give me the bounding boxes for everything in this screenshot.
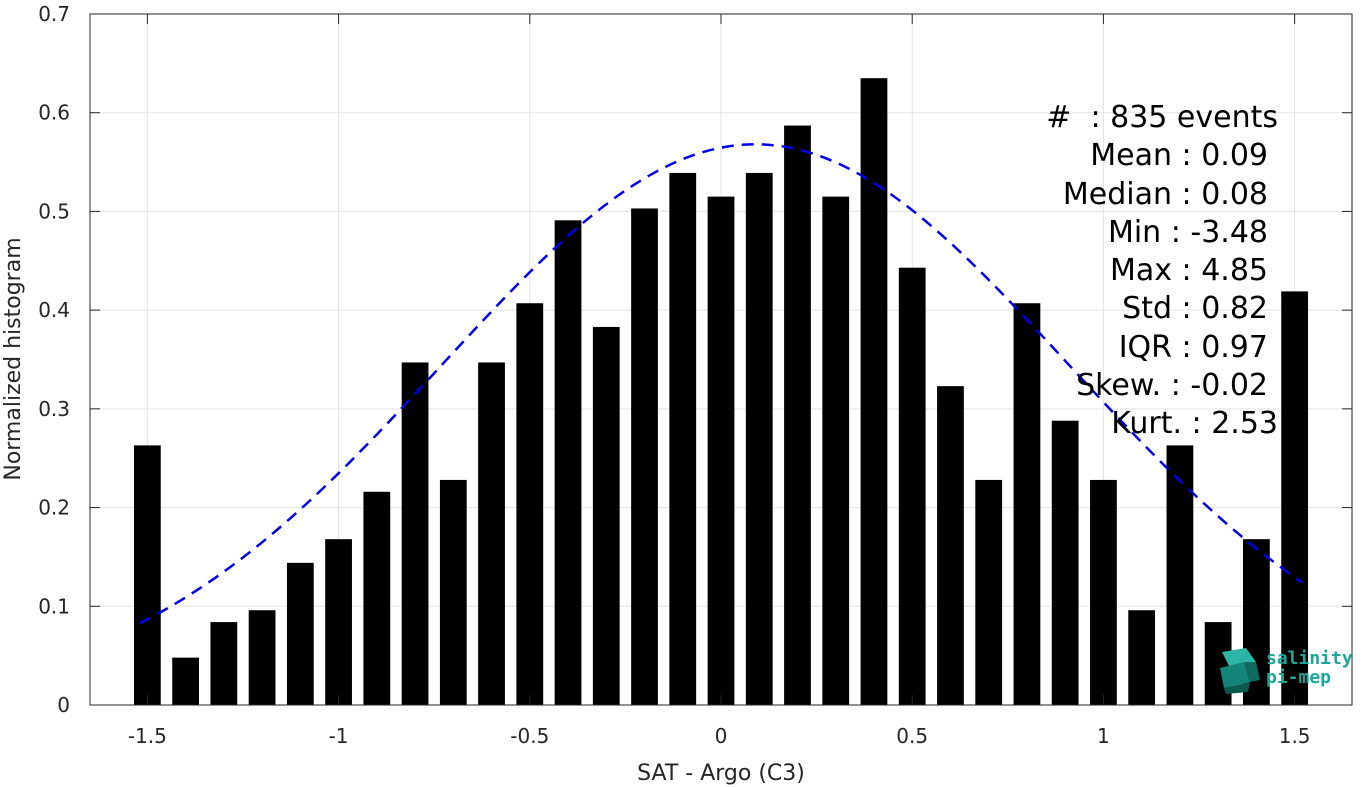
stat-row-8: Kurt. : 2.53	[1111, 406, 1278, 442]
stat-row-0: # : 835 events	[1046, 100, 1278, 135]
y-tick-label-4: 0.4	[38, 298, 70, 322]
bar-13	[631, 208, 658, 705]
x-tick-label-3: 0	[715, 724, 728, 748]
bar-11	[554, 220, 582, 705]
bar-21	[937, 386, 964, 705]
bar-27	[1166, 445, 1194, 705]
stat-row-4: Max : 4.85	[1110, 253, 1268, 289]
bar-18	[822, 196, 850, 705]
salinity-pimep-logo: salinity pi-mep	[1216, 648, 1353, 694]
x-tick-label-1: -1	[329, 724, 349, 748]
bar-22	[975, 479, 1003, 705]
x-axis-label: SAT - Argo (C3)	[637, 761, 805, 786]
bar-26	[1128, 610, 1156, 705]
axis-ticks: -1.5 -1 -0.5 0 0.5 1 1.5 0 0.1 0.2 0.3 0.4 0.5 0.6 0.7	[38, 2, 1352, 748]
x-tick-label-0: -1.5	[128, 724, 167, 748]
histogram-bars	[133, 78, 1309, 706]
bar-15	[707, 196, 735, 705]
bar-14	[669, 172, 697, 705]
bar-10	[516, 303, 544, 705]
stat-row-1: Mean : 0.09	[1090, 138, 1268, 174]
stat-row-5: Std : 0.82	[1122, 291, 1268, 327]
bar-1	[172, 657, 199, 705]
x-tick-label-6: 1.5	[1279, 724, 1311, 748]
bar-24	[1051, 420, 1079, 705]
logo-text-line1: salinity	[1266, 648, 1353, 669]
bar-8	[439, 479, 467, 705]
bar-17	[784, 125, 811, 706]
y-tick-label-6: 0.6	[38, 101, 70, 125]
bar-9	[478, 362, 505, 705]
y-tick-label-7: 0.7	[38, 2, 70, 26]
bar-16	[745, 172, 773, 705]
y-tick-label-2: 0.2	[38, 496, 70, 520]
stat-row-6: IQR : 0.97	[1118, 329, 1268, 365]
bar-3	[248, 610, 276, 705]
stat-row-7: Skew. : -0.02	[1076, 368, 1268, 404]
statistics-box: # : 835 events Mean : 0.09 Median : 0.08 Mi…	[1000, 99, 1278, 444]
bar-30	[1281, 291, 1309, 705]
bar-2	[210, 622, 238, 705]
bar-25	[1090, 479, 1117, 705]
y-axis-label: Normalized histogram	[1, 237, 26, 480]
x-tick-label-4: 0.5	[896, 724, 928, 748]
bar-0	[133, 445, 161, 705]
x-tick-label-2: -0.5	[510, 724, 549, 748]
bar-5	[325, 539, 352, 705]
bar-7	[401, 362, 429, 705]
bar-12	[592, 326, 620, 705]
y-tick-label-1: 0.1	[38, 594, 70, 618]
y-tick-label-3: 0.3	[38, 397, 70, 421]
stat-row-3: Min : -3.48	[1107, 214, 1268, 250]
stat-row-2: Median : 0.08	[1062, 176, 1268, 212]
bar-6	[363, 491, 391, 705]
x-tick-label-5: 1	[1097, 724, 1110, 748]
y-tick-label-5: 0.5	[38, 199, 70, 223]
logo-icon	[1220, 648, 1260, 694]
logo-text-line2: pi-mep	[1266, 667, 1332, 688]
bar-20	[898, 267, 926, 705]
bar-4	[286, 562, 314, 705]
y-tick-label-0: 0	[57, 693, 70, 717]
bar-19	[860, 78, 888, 705]
normal-fit-curve	[139, 143, 1303, 625]
bar-23	[1013, 303, 1041, 705]
